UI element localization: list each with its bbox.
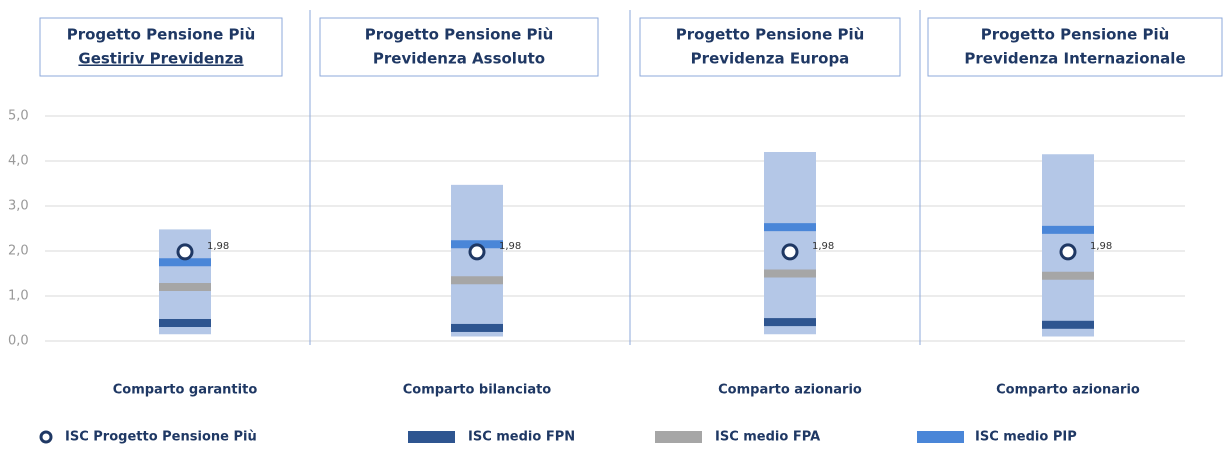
x-category-label: Comparto bilanciato <box>403 383 552 398</box>
isc-marker <box>468 243 486 261</box>
isc-tick <box>159 258 211 267</box>
y-tick-label: 0,0 <box>8 334 29 349</box>
x-category-label: Comparto garantito <box>113 383 258 398</box>
value-label: 1,98 <box>812 241 834 252</box>
legend-label: ISC medio FPA <box>715 430 820 445</box>
isc-tick <box>1042 320 1094 329</box>
panel-title: Progetto Pensione Più <box>365 26 554 44</box>
title-box <box>927 17 1223 77</box>
isc-tick <box>764 269 816 278</box>
value-label: 1,98 <box>499 241 521 252</box>
range-bar <box>764 152 816 335</box>
isc-marker <box>1059 243 1077 261</box>
legend-swatch <box>408 431 455 443</box>
legend-marker <box>39 430 53 444</box>
isc-tick <box>159 319 211 327</box>
range-bar <box>451 184 503 337</box>
isc-tick <box>1042 225 1094 234</box>
panel-title: Progetto Pensione Più <box>676 26 865 44</box>
y-tick-label: 3,0 <box>8 199 29 214</box>
panel-title: Previdenza Assoluto <box>373 50 545 68</box>
y-tick-label: 4,0 <box>8 154 29 169</box>
value-label: 1,98 <box>207 241 229 252</box>
legend-label: ISC medio FPN <box>468 430 575 445</box>
panel-title: Progetto Pensione Più <box>981 26 1170 44</box>
legend-label: ISC Progetto Pensione Più <box>65 430 257 445</box>
x-category-label: Comparto azionario <box>718 383 862 398</box>
isc-tick <box>451 276 503 285</box>
y-tick-label: 2,0 <box>8 244 29 259</box>
legend-label: ISC medio PIP <box>975 430 1077 445</box>
panel-title: Progetto Pensione Più <box>67 26 256 44</box>
title-box <box>39 17 283 77</box>
title-box <box>319 17 599 77</box>
isc-tick <box>451 323 503 332</box>
isc-marker <box>176 243 194 261</box>
panel-title: Gestiriv Previdenza <box>78 50 243 68</box>
y-tick-label: 5,0 <box>8 109 29 124</box>
value-label: 1,98 <box>1090 241 1112 252</box>
legend-swatch <box>655 431 702 443</box>
y-tick-label: 1,0 <box>8 289 29 304</box>
panel-title: Previdenza Europa <box>691 50 850 68</box>
x-category-label: Comparto azionario <box>996 383 1140 398</box>
title-box <box>639 17 901 77</box>
isc-marker <box>781 243 799 261</box>
isc-tick <box>764 223 816 232</box>
isc-tick <box>764 318 816 327</box>
legend-swatch <box>917 431 964 443</box>
panel-title: Previdenza Internazionale <box>964 50 1185 68</box>
isc-tick <box>159 283 211 291</box>
isc-tick <box>1042 271 1094 280</box>
